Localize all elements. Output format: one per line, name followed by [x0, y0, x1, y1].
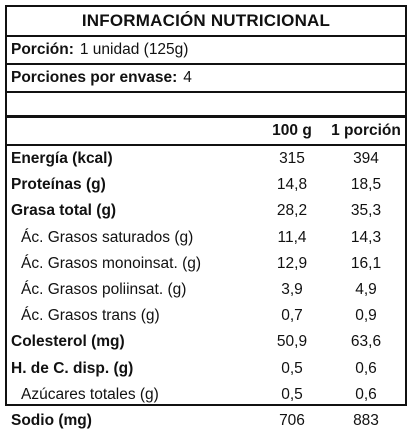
servings-value: 4 [183, 69, 192, 86]
value-portion: 16,1 [350, 254, 382, 272]
label-title: INFORMACIÓN NUTRICIONAL [7, 7, 405, 37]
row-cholesterol: Colesterol (mg) 50,9 63,6 [7, 329, 405, 355]
value-portion: 0,6 [355, 359, 377, 377]
value-100g: 50,9 [276, 333, 308, 351]
portion-value: 1 unidad (125g) [79, 41, 189, 58]
value-100g: 0,5 [281, 385, 303, 403]
value-portion: 63,6 [350, 333, 382, 351]
value-portion: 394 [353, 150, 379, 167]
nutrient-name: Proteínas (g) [11, 176, 106, 194]
nutrient-rows: Energía (kcal) 315 394 Proteínas (g) 14,… [7, 146, 405, 434]
value-100g: 11,4 [277, 228, 307, 246]
column-header-portion: 1 porción [331, 122, 401, 139]
row-saturated-fat: Ác. Grasos saturados (g) 11,4 14,3 [7, 225, 405, 251]
value-100g: 0,5 [281, 359, 303, 377]
section-spacer [7, 93, 405, 118]
row-protein: Proteínas (g) 14,8 18,5 [7, 172, 405, 198]
column-header-row: 100 g 1 porción [7, 118, 405, 146]
value-100g: 12,9 [276, 254, 308, 272]
value-portion: 4,9 [355, 280, 377, 298]
value-100g: 14,8 [276, 176, 308, 194]
value-100g: 3,9 [281, 280, 303, 298]
value-portion: 0,9 [355, 307, 377, 325]
value-100g: 315 [279, 150, 305, 167]
row-polyunsaturated-fat: Ác. Grasos poliinsat. (g) 3,9 4,9 [7, 277, 405, 303]
nutrient-name: Ác. Grasos saturados (g) [21, 228, 194, 246]
nutrient-name: Colesterol (mg) [11, 333, 125, 351]
nutrient-name: Ác. Grasos poliinsat. (g) [21, 280, 187, 298]
value-portion: 35,3 [350, 202, 382, 220]
value-portion: 883 [353, 411, 379, 429]
nutrient-name: Ác. Grasos trans (g) [21, 307, 160, 325]
row-monounsaturated-fat: Ác. Grasos monoinsat. (g) 12,9 16,1 [7, 251, 405, 277]
portion-row: Porción: 1 unidad (125g) [7, 37, 405, 65]
row-sodium: Sodio (mg) 706 883 [7, 408, 405, 434]
nutrient-name: Sodio (mg) [11, 411, 92, 429]
row-total-sugars: Azúcares totales (g) 0,5 0,6 [7, 382, 405, 408]
row-energy: Energía (kcal) 315 394 [7, 146, 405, 172]
value-100g: 28,2 [276, 202, 308, 220]
value-portion: 18,5 [350, 176, 382, 194]
value-portion: 14,3 [350, 228, 382, 246]
nutrient-name: Grasa total (g) [11, 202, 117, 220]
nutrient-name: Ác. Grasos monoinsat. (g) [21, 254, 202, 272]
nutrition-label: INFORMACIÓN NUTRICIONAL Porción: 1 unidad… [5, 5, 407, 429]
servings-row: Porciones por envase: 4 [7, 65, 405, 93]
nutrient-name: Azúcares totales (g) [21, 385, 159, 403]
nutrient-name: Energía (kcal) [11, 150, 113, 167]
nutrient-name: H. de C. disp. (g) [11, 359, 134, 377]
portion-label: Porción: [11, 41, 74, 58]
value-100g: 706 [279, 411, 305, 429]
row-trans-fat: Ác. Grasos trans (g) 0,7 0,9 [7, 303, 405, 329]
row-total-fat: Grasa total (g) 28,2 35,3 [7, 198, 405, 224]
row-carbohydrates: H. de C. disp. (g) 0,5 0,6 [7, 356, 405, 382]
servings-label: Porciones por envase: [11, 69, 178, 86]
value-portion: 0,6 [355, 385, 377, 403]
value-100g: 0,7 [281, 307, 303, 325]
column-header-100g: 100 g [272, 122, 312, 139]
